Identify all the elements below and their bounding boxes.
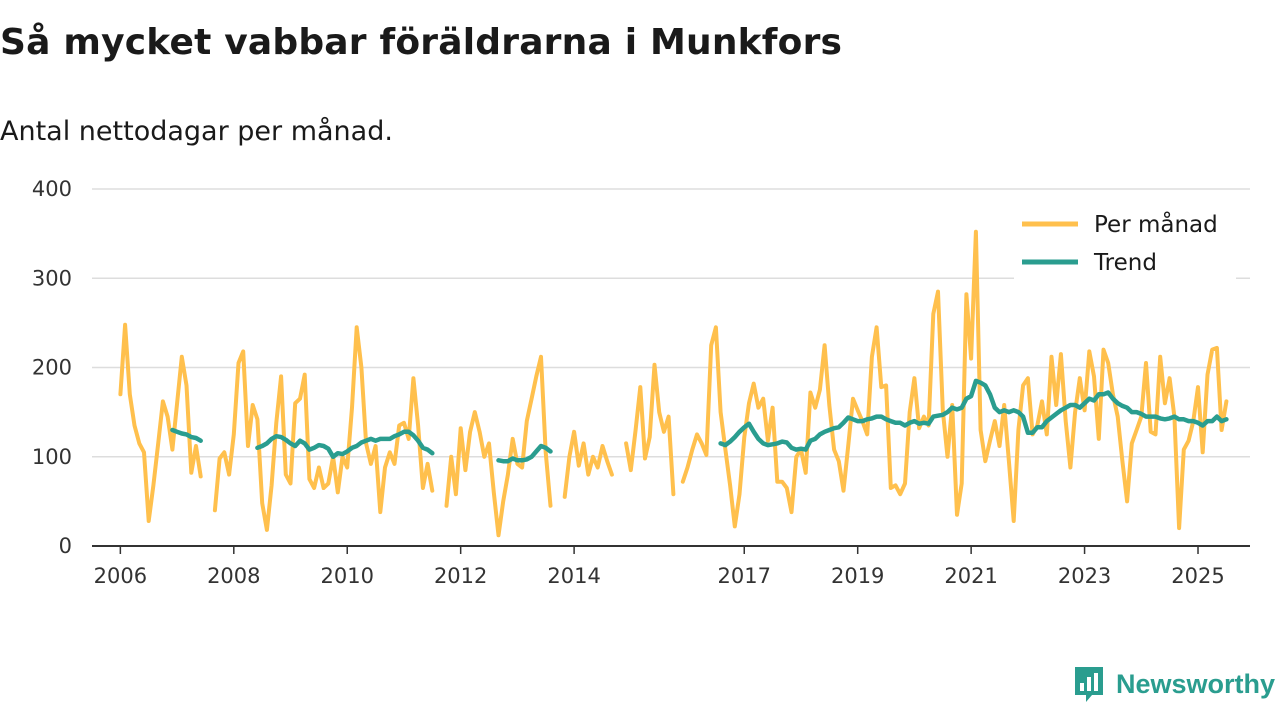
- y-tick-label: 200: [32, 356, 72, 380]
- x-tick-label: 2019: [831, 564, 884, 588]
- legend-label: Trend: [1093, 250, 1157, 276]
- x-tick-label: 2023: [1058, 564, 1111, 588]
- x-tick-label: 2021: [944, 564, 997, 588]
- legend: Per månad Trend: [1014, 200, 1236, 280]
- x-tick-label: 2012: [434, 564, 487, 588]
- y-tick-label: 100: [32, 445, 72, 469]
- newsworthy-logo-icon: [1072, 665, 1106, 703]
- y-tick-label: 0: [59, 534, 72, 558]
- y-tick-label: 300: [32, 266, 72, 290]
- series-line-segment: [721, 381, 1227, 450]
- series-line-segment: [626, 365, 673, 494]
- series-line-segment: [565, 432, 612, 497]
- series-line-segment: [447, 357, 551, 536]
- series-line-segment: [215, 327, 432, 530]
- x-tick-label: 2006: [94, 564, 147, 588]
- legend-label: Per månad: [1094, 210, 1218, 238]
- series-line-segment: [172, 430, 200, 441]
- x-tick-label: 2014: [547, 564, 600, 588]
- brand-name: Newsworthy: [1116, 669, 1275, 700]
- x-tick-label: 2008: [207, 564, 260, 588]
- x-tick-label: 2017: [718, 564, 771, 588]
- x-axis: 2006 2008 2010 2012 2014 2017 2019 2021 2023 2025: [92, 546, 1250, 588]
- x-tick-label: 2010: [321, 564, 374, 588]
- series-line-segment: [120, 325, 200, 521]
- y-axis: 0 100 200 300 400: [32, 177, 72, 558]
- y-tick-label: 400: [32, 177, 72, 201]
- x-tick-label: 2025: [1171, 564, 1224, 588]
- newsworthy-brand[interactable]: Newsworthy: [1072, 664, 1275, 704]
